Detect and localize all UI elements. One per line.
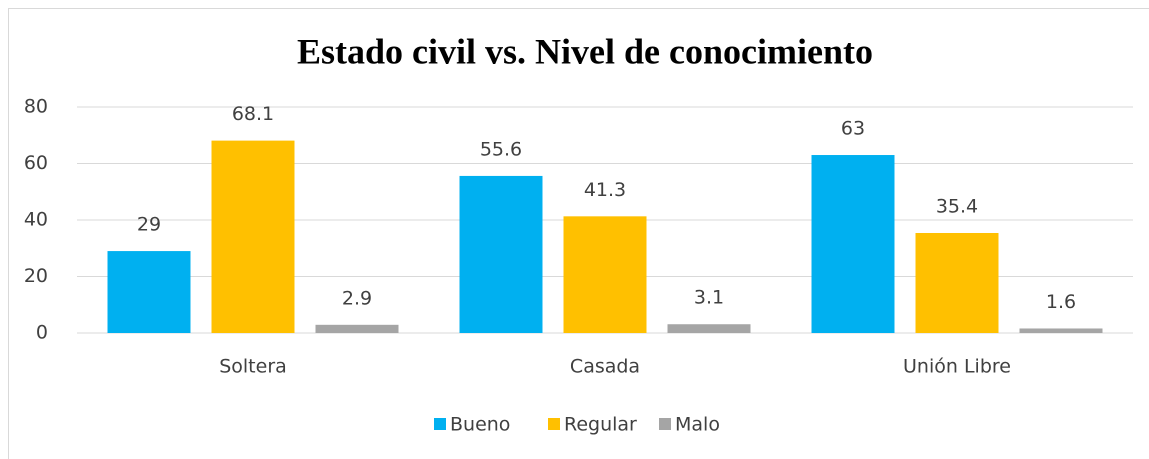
data-label: 29 [137, 214, 161, 236]
data-label: 2.9 [342, 287, 372, 309]
chart-title: Estado civil vs. Nivel de conocimiento [297, 31, 873, 71]
chart-border [8, 8, 1149, 459]
bar [459, 175, 543, 333]
data-label: 35.4 [936, 195, 978, 217]
bar [211, 140, 295, 333]
legend-label: Malo [675, 414, 720, 436]
data-label: 63 [841, 118, 865, 140]
bar [915, 232, 999, 333]
y-tick-label: 20 [24, 265, 48, 287]
bar [107, 251, 191, 333]
x-tick-label: Soltera [219, 356, 287, 378]
bar [563, 216, 647, 333]
y-tick-label: 40 [24, 209, 48, 231]
bar [315, 324, 399, 333]
legend-swatch [434, 418, 446, 430]
bar [811, 155, 895, 333]
data-label: 68.1 [232, 103, 274, 125]
data-label: 55.6 [480, 138, 522, 160]
data-label: 3.1 [694, 287, 724, 309]
y-tick-label: 60 [24, 152, 48, 174]
y-tick-label: 0 [36, 322, 48, 344]
legend-label: Regular [564, 414, 637, 436]
data-label: 41.3 [584, 179, 626, 201]
bar [1019, 328, 1103, 333]
legend-swatch [548, 418, 560, 430]
legend-swatch [659, 418, 671, 430]
y-tick-label: 80 [24, 96, 48, 118]
data-label: 1.6 [1046, 291, 1076, 313]
x-tick-label: Unión Libre [903, 356, 1011, 378]
x-tick-label: Casada [570, 356, 640, 378]
bar [667, 324, 751, 333]
legend-label: Bueno [450, 414, 510, 436]
